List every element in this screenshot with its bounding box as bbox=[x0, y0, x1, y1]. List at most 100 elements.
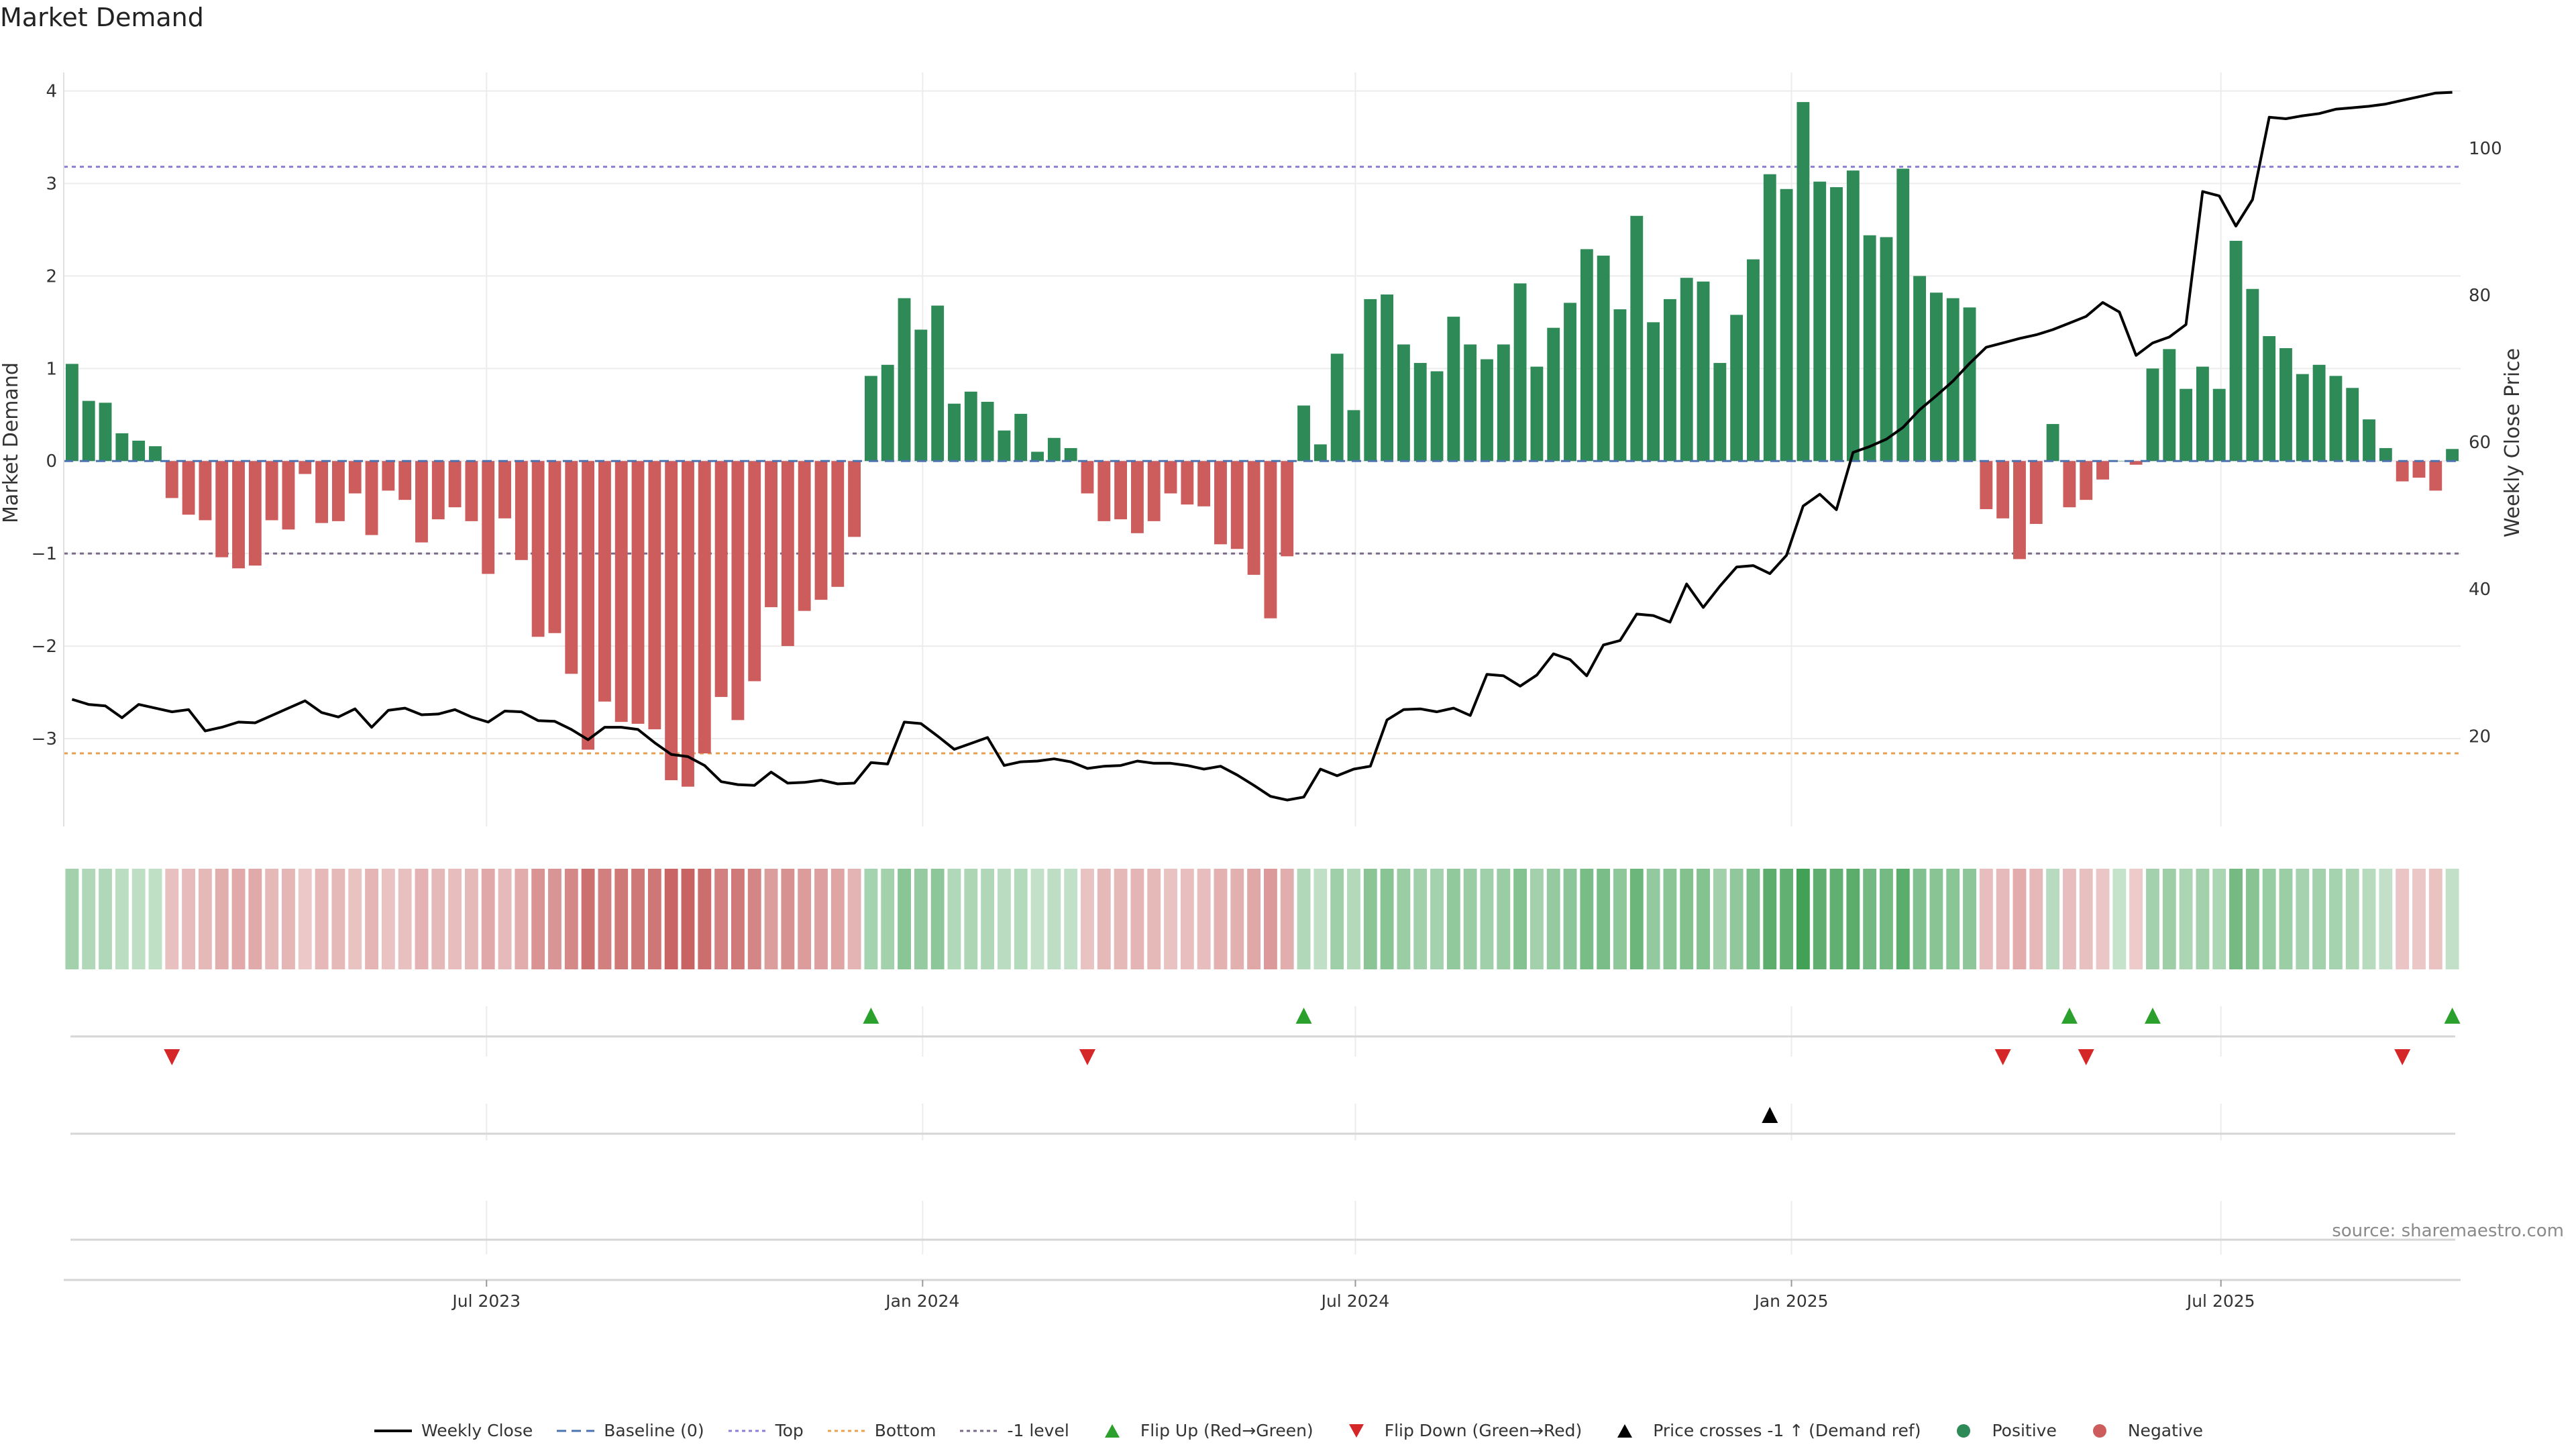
heat-cell bbox=[698, 869, 712, 969]
demand-bar bbox=[2080, 461, 2093, 500]
heat-cell bbox=[165, 869, 179, 969]
heat-cell bbox=[2196, 869, 2210, 969]
heat-cell bbox=[515, 869, 529, 969]
y-tick-label: 4 bbox=[46, 82, 57, 102]
heat-cell bbox=[747, 869, 761, 969]
demand-bar bbox=[1014, 413, 1028, 462]
demand-bar bbox=[1996, 461, 2010, 519]
heat-cell bbox=[1030, 869, 1044, 969]
demand-bar bbox=[931, 305, 945, 462]
heat-cell bbox=[2428, 869, 2443, 969]
heat-cell bbox=[131, 869, 146, 969]
demand-bar bbox=[1214, 461, 1227, 545]
chart-title: Market Demand bbox=[0, 3, 204, 32]
demand-bar bbox=[2063, 461, 2076, 508]
demand-bar bbox=[1580, 249, 1593, 462]
heat-cell bbox=[1546, 869, 1560, 969]
y2-tick-label: 40 bbox=[2469, 580, 2491, 600]
demand-bar bbox=[2129, 461, 2143, 465]
heat-cell bbox=[1014, 869, 1028, 969]
heat-cell bbox=[1081, 869, 1094, 969]
x-tick-label: Jul 2024 bbox=[1320, 1291, 1390, 1311]
heat-cell bbox=[898, 869, 911, 969]
heat-cell bbox=[1697, 869, 1710, 969]
heat-cell bbox=[847, 869, 861, 969]
legend-item: Negative bbox=[2080, 1421, 2203, 1440]
demand-bar bbox=[1963, 307, 1976, 462]
legend-item: Bottom bbox=[826, 1421, 936, 1440]
demand-bar bbox=[1863, 235, 1876, 462]
heat-cell bbox=[2445, 869, 2459, 969]
legend-item: Weekly Close bbox=[373, 1421, 533, 1440]
demand-bar bbox=[248, 461, 262, 566]
heat-cell bbox=[2229, 869, 2243, 969]
heat-cell bbox=[2146, 869, 2159, 969]
demand-bar bbox=[1281, 461, 1294, 557]
demand-bar bbox=[1397, 344, 1410, 462]
demand-bar bbox=[548, 461, 561, 633]
demand-bar bbox=[2013, 461, 2026, 559]
y2-axis-title: Weekly Close Price bbox=[2501, 348, 2524, 537]
demand-bar bbox=[1197, 461, 1211, 506]
heat-cell bbox=[2379, 869, 2393, 969]
legend-swatch-icon bbox=[960, 1430, 998, 1432]
heat-cell bbox=[182, 869, 196, 969]
demand-bar bbox=[1513, 283, 1527, 462]
legend-swatch-icon bbox=[1348, 1424, 1364, 1438]
demand-bar bbox=[65, 364, 78, 462]
demand-bar bbox=[115, 433, 129, 462]
heat-cell bbox=[1880, 869, 1893, 969]
demand-bar bbox=[614, 461, 628, 722]
heat-cell bbox=[1529, 869, 1544, 969]
demand-bar bbox=[265, 461, 278, 521]
demand-bar bbox=[1181, 461, 1194, 505]
demand-bar bbox=[1647, 322, 1660, 462]
demand-bar bbox=[2329, 376, 2343, 462]
demand-bar bbox=[1697, 281, 1710, 462]
demand-bar bbox=[1413, 363, 1427, 462]
heat-cell bbox=[814, 869, 828, 969]
demand-bar bbox=[1330, 354, 1344, 462]
demand-bar bbox=[565, 461, 578, 674]
demand-bar bbox=[1381, 294, 1394, 462]
demand-bar bbox=[998, 430, 1011, 462]
demand-bar bbox=[2412, 461, 2426, 478]
demand-bar bbox=[714, 461, 728, 697]
heat-cell bbox=[1929, 869, 1943, 969]
demand-bar bbox=[2396, 461, 2409, 482]
heat-cell bbox=[1247, 869, 1261, 969]
demand-bar bbox=[981, 401, 994, 462]
demand-bar bbox=[1114, 461, 1128, 520]
heat-cell bbox=[2096, 869, 2110, 969]
demand-bar bbox=[2180, 388, 2193, 462]
heat-cell bbox=[947, 869, 961, 969]
heat-cell bbox=[1646, 869, 1660, 969]
heat-cell bbox=[764, 869, 778, 969]
demand-bar bbox=[1763, 174, 1776, 462]
legend-swatch-icon bbox=[2092, 1424, 2106, 1438]
legend-label: Flip Up (Red→Green) bbox=[1140, 1421, 1313, 1440]
demand-bar bbox=[1597, 256, 1610, 462]
heat-cell bbox=[964, 869, 978, 969]
legend-label: -1 level bbox=[1007, 1421, 1069, 1440]
flip-up-marker bbox=[2061, 1008, 2078, 1024]
heat-cell bbox=[1563, 869, 1577, 969]
heat-cell bbox=[1380, 869, 1394, 969]
demand-bar bbox=[132, 440, 146, 462]
heat-cell bbox=[864, 869, 878, 969]
heat-cell bbox=[1729, 869, 1743, 969]
heat-cell bbox=[2412, 869, 2426, 969]
heat-cell bbox=[714, 869, 729, 969]
heat-cell bbox=[2212, 869, 2226, 969]
demand-bar bbox=[531, 461, 545, 637]
legend-swatch-icon bbox=[728, 1430, 766, 1432]
demand-bar bbox=[382, 461, 395, 491]
legend-item: Flip Up (Red→Green) bbox=[1092, 1421, 1313, 1440]
heat-cell bbox=[231, 869, 246, 969]
x-tick-label: Jul 2023 bbox=[451, 1291, 521, 1311]
heat-cell bbox=[2312, 869, 2326, 969]
heat-cell bbox=[481, 869, 495, 969]
flip-up-marker bbox=[863, 1008, 879, 1024]
demand-bar bbox=[1497, 344, 1510, 462]
flip-up-marker bbox=[1295, 1008, 1312, 1024]
